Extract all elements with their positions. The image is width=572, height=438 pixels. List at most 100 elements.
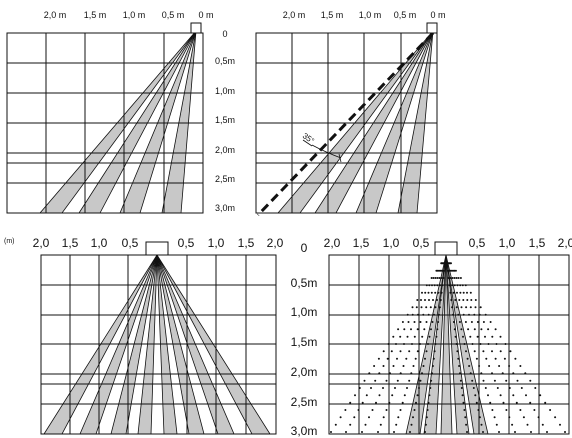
ray-dot — [368, 372, 371, 375]
ray-dot — [427, 401, 430, 404]
ray-dot — [495, 423, 498, 426]
ray-dot — [430, 291, 433, 294]
ray-dot — [508, 365, 511, 367]
y-tick-label: 0,5m — [291, 276, 318, 290]
ray-dot — [438, 306, 441, 309]
ray-dot — [534, 387, 537, 389]
ray-dot — [420, 299, 422, 301]
ray-dot — [488, 365, 491, 367]
ray-dot — [468, 365, 471, 367]
ray-dot — [525, 394, 527, 397]
ray-dot — [431, 321, 434, 323]
ray-dot — [377, 431, 379, 433]
bottom-left-grid — [40, 254, 277, 435]
bottom-right-panel: 2,0 1,5 1,0 0,5 0,5 1,0 1,5 2,0 — [324, 236, 572, 435]
ray-dot — [390, 350, 393, 353]
x-tick-label: 1,5 — [238, 236, 255, 250]
top-left-grid — [6, 32, 204, 214]
ray-dot — [358, 387, 361, 389]
ray-dot — [456, 284, 459, 287]
sensor — [145, 241, 169, 256]
top-y-labels: 0 0,5m 1,0m 1,5m 2,0m 2,5m 3,0m — [215, 29, 235, 213]
ray-dot — [423, 328, 426, 331]
x-tick-label: 0 m — [430, 10, 445, 20]
ray-dot — [406, 387, 408, 389]
y-tick-label: 2,0m — [215, 145, 235, 155]
ray-dot — [405, 357, 408, 360]
y-tick-label: 3,0m — [291, 424, 318, 438]
ray-dot — [457, 313, 460, 316]
ray-dot — [413, 409, 416, 411]
y-tick-label: 3,0m — [215, 203, 235, 213]
ray-dot — [522, 416, 525, 419]
ray-dot — [466, 299, 469, 301]
x-tick-label: 2,0 — [33, 236, 50, 250]
ray-dot — [417, 313, 419, 316]
ray-dot — [471, 343, 474, 345]
ray-dot — [477, 409, 480, 411]
ray-dot — [454, 335, 457, 338]
ray-dot — [478, 416, 481, 419]
ray-dot — [454, 269, 457, 272]
ray-dot — [427, 291, 430, 294]
ray-dot — [469, 335, 472, 338]
ray-dot — [519, 409, 522, 411]
ray-dot — [469, 306, 472, 309]
x-tick-label: 1,5 m — [84, 10, 107, 20]
ray-dot — [426, 409, 429, 411]
ray-dot — [411, 306, 414, 309]
ray-dot — [452, 321, 455, 323]
ray-dot — [392, 365, 395, 367]
ray-dot — [554, 416, 557, 419]
ray-dot — [419, 379, 422, 382]
ray-dot — [544, 401, 547, 404]
ray-dot — [399, 372, 402, 375]
ray-dot — [421, 291, 423, 294]
ray-dot — [459, 291, 462, 294]
ray-dot — [465, 350, 467, 353]
ray-dot — [491, 409, 494, 411]
x-tick-label: 1,0 m — [359, 10, 382, 20]
x-tick-label: 1,0 — [91, 236, 108, 250]
ray-dot — [399, 335, 402, 338]
ray-dot — [499, 350, 502, 353]
ray-dot — [431, 365, 434, 367]
ray-dot — [482, 321, 485, 323]
y-tick-label: 0 — [301, 241, 308, 255]
ray-dot — [524, 372, 527, 375]
ray-dot — [365, 394, 368, 397]
ray-dot — [447, 277, 450, 279]
ray-dot — [493, 379, 496, 382]
ray-dot — [395, 423, 398, 426]
ray-dot — [396, 379, 399, 382]
ray-dot — [460, 306, 463, 309]
ray-dot — [467, 328, 470, 331]
ray-dot — [520, 387, 523, 389]
ray-dot — [491, 350, 493, 353]
ray-dot — [361, 431, 363, 433]
ray-dot — [529, 379, 532, 382]
ray-dot — [479, 343, 482, 345]
bottom-left-panel: (m) 2,0 1,5 — [4, 236, 284, 435]
ray-dot — [504, 343, 507, 345]
ray-dot — [393, 431, 395, 433]
ray-dot — [425, 306, 428, 309]
ray-dot — [385, 379, 388, 382]
ray-dot — [502, 401, 505, 404]
ray-dot — [505, 379, 508, 382]
ray-dot — [377, 357, 380, 360]
ray-dot — [395, 343, 397, 345]
ray-dot — [478, 365, 481, 367]
ray-dot — [537, 416, 540, 419]
ray-dot — [480, 372, 483, 375]
ray-dot — [440, 291, 443, 294]
ray-dot — [412, 365, 415, 367]
ray-dot — [434, 343, 437, 345]
ray-dot — [421, 372, 423, 375]
ray-dot — [458, 365, 461, 367]
x-tick-label: 1,5 m — [321, 10, 344, 20]
ray-dot — [382, 350, 385, 353]
ray-dot — [495, 343, 498, 345]
ray-dot — [430, 379, 433, 382]
